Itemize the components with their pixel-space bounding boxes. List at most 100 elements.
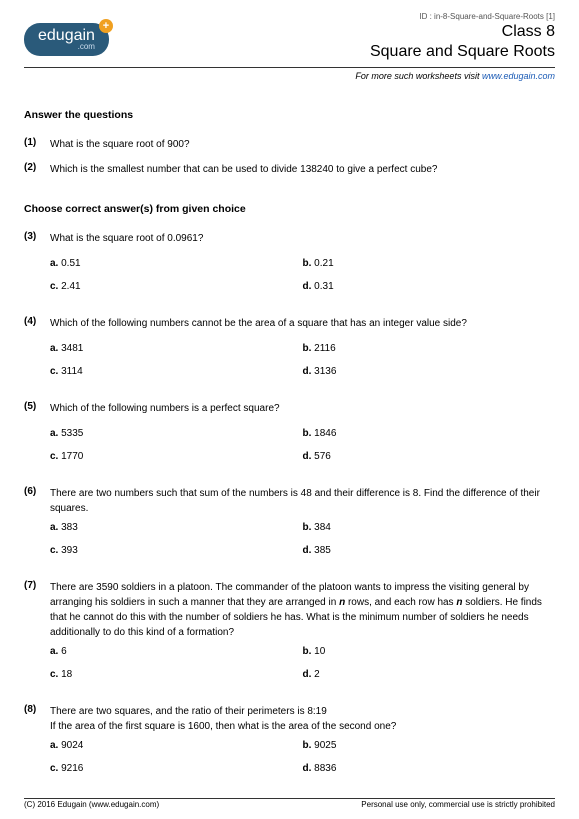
section2-questions: (3)What is the square root of 0.0961? a. … <box>24 231 555 788</box>
logo-subtext: .com <box>38 43 95 51</box>
plus-icon: + <box>99 19 113 33</box>
option: a. 5335 <box>50 426 303 441</box>
section2-head: Choose correct answer(s) from given choi… <box>24 203 555 215</box>
option-value: 3114 <box>58 366 82 377</box>
option: d. 3136 <box>303 364 556 379</box>
footer-right: Personal use only, commercial use is str… <box>361 800 555 809</box>
question: (2)Which is the smallest number that can… <box>24 162 555 177</box>
option-value: 576 <box>311 451 330 462</box>
option: c. 9216 <box>50 761 303 776</box>
option: a. 383 <box>50 520 303 535</box>
options: a. 5335b. 1846c. 1770d. 576 <box>50 426 555 472</box>
question: (1)What is the square root of 900? <box>24 137 555 152</box>
option-value: 9216 <box>58 763 83 774</box>
option: c. 18 <box>50 667 303 682</box>
section1-questions: (1)What is the square root of 900?(2)Whi… <box>24 137 555 177</box>
option: d. 0.31 <box>303 279 556 294</box>
option-value: 0.51 <box>58 258 80 269</box>
topic-title: Square and Square Roots <box>370 43 555 61</box>
section1-head: Answer the questions <box>24 109 555 121</box>
option-value: 2 <box>311 669 319 680</box>
option-value: 1846 <box>311 428 336 439</box>
option-value: 3481 <box>58 343 83 354</box>
question-number: (4) <box>24 316 50 391</box>
option: c. 393 <box>50 543 303 558</box>
option: b. 384 <box>303 520 556 535</box>
question-text: Which of the following numbers is a perf… <box>50 401 555 416</box>
question-number: (6) <box>24 486 50 570</box>
option-value: 0.31 <box>311 281 333 292</box>
option: b. 9025 <box>303 738 556 753</box>
question-text: There are two numbers such that sum of t… <box>50 486 555 516</box>
question-body: There are two squares, and the ratio of … <box>50 704 555 788</box>
option: b. 2116 <box>303 341 556 356</box>
question-text: What is the square root of 900? <box>50 137 555 152</box>
option-value: 383 <box>58 522 77 533</box>
more-prefix: For more such worksheets visit <box>355 71 482 81</box>
option-value: 3136 <box>311 366 336 377</box>
option: a. 3481 <box>50 341 303 356</box>
more-line: For more such worksheets visit www.eduga… <box>24 71 555 81</box>
question: (8)There are two squares, and the ratio … <box>24 704 555 788</box>
option-value: 1770 <box>58 451 83 462</box>
option: d. 2 <box>303 667 556 682</box>
question: (4)Which of the following numbers cannot… <box>24 316 555 391</box>
option-value: 18 <box>58 669 72 680</box>
option-value: 384 <box>311 522 330 533</box>
question-number: (2) <box>24 162 50 177</box>
footer: (C) 2016 Edugain (www.edugain.com) Perso… <box>24 798 555 809</box>
question-body: What is the square root of 0.0961? a. 0.5… <box>50 231 555 306</box>
question: (6)There are two numbers such that sum o… <box>24 486 555 570</box>
question: (5)Which of the following numbers is a p… <box>24 401 555 476</box>
options: a. 6b. 10c. 18d. 2 <box>50 644 555 690</box>
divider <box>24 67 555 68</box>
options: a. 0.51b. 0.21c. 2.41d. 0.31 <box>50 256 555 302</box>
option: a. 0.51 <box>50 256 303 271</box>
question: (7)There are 3590 soldiers in a platoon.… <box>24 580 555 694</box>
question-number: (7) <box>24 580 50 694</box>
options: a. 9024b. 9025c. 9216d. 8836 <box>50 738 555 784</box>
options: a. 3481b. 2116c. 3114d. 3136 <box>50 341 555 387</box>
question-text: There are two squares, and the ratio of … <box>50 704 555 734</box>
question-body: Which of the following numbers is a perf… <box>50 401 555 476</box>
options: a. 383b. 384c. 393d. 385 <box>50 520 555 566</box>
question-number: (5) <box>24 401 50 476</box>
option: c. 2.41 <box>50 279 303 294</box>
question-text: What is the square root of 0.0961? <box>50 231 555 246</box>
option: b. 10 <box>303 644 556 659</box>
option-value: 0.21 <box>311 258 333 269</box>
class-label: Class 8 <box>370 23 555 41</box>
option-value: 10 <box>311 646 325 657</box>
option: d. 8836 <box>303 761 556 776</box>
option-value: 9025 <box>311 740 336 751</box>
option: d. 385 <box>303 543 556 558</box>
question-text: Which of the following numbers cannot be… <box>50 316 555 331</box>
option: c. 1770 <box>50 449 303 464</box>
option-value: 2.41 <box>58 281 80 292</box>
logo: edugain .com + <box>24 23 109 56</box>
question: (3)What is the square root of 0.0961? a. … <box>24 231 555 306</box>
option-value: 6 <box>58 646 66 657</box>
question-text: Which is the smallest number that can be… <box>50 162 555 177</box>
title-block: Class 8 Square and Square Roots <box>370 23 555 61</box>
question-number: (8) <box>24 704 50 788</box>
question-number: (1) <box>24 137 50 152</box>
option: c. 3114 <box>50 364 303 379</box>
question-text: There are 3590 soldiers in a platoon. Th… <box>50 580 555 640</box>
option: b. 0.21 <box>303 256 556 271</box>
more-link[interactable]: www.edugain.com <box>482 71 555 81</box>
question-number: (3) <box>24 231 50 306</box>
option: d. 576 <box>303 449 556 464</box>
option-value: 393 <box>58 545 77 556</box>
option-value: 2116 <box>311 343 335 354</box>
option-value: 5335 <box>58 428 83 439</box>
question-body: There are two numbers such that sum of t… <box>50 486 555 570</box>
question-body: There are 3590 soldiers in a platoon. Th… <box>50 580 555 694</box>
option: a. 9024 <box>50 738 303 753</box>
option-value: 385 <box>311 545 330 556</box>
option-value: 9024 <box>58 740 83 751</box>
option: a. 6 <box>50 644 303 659</box>
option-value: 8836 <box>311 763 336 774</box>
question-body: Which of the following numbers cannot be… <box>50 316 555 391</box>
footer-left: (C) 2016 Edugain (www.edugain.com) <box>24 800 159 809</box>
